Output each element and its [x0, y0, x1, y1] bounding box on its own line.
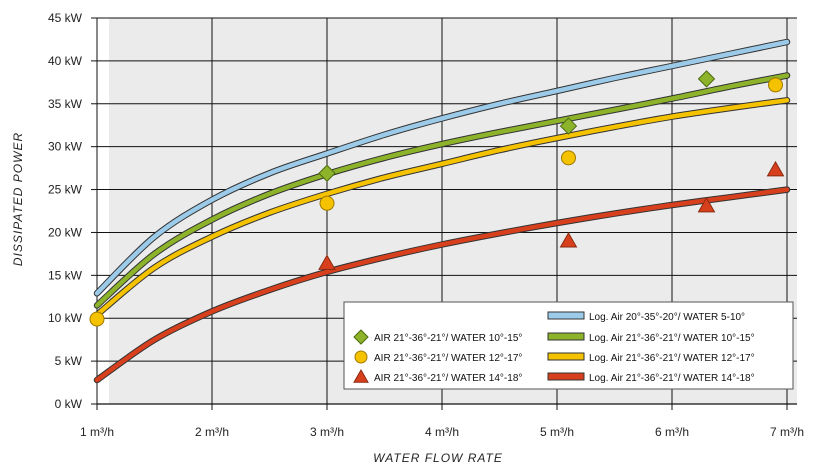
legend-marker-3 [353, 368, 369, 383]
x-tick-label-4: 5 m³/h [540, 425, 574, 439]
y-tick-label-2: 10 kW [48, 311, 83, 325]
marker-air-21-36-21-water-12-17-0 [89, 311, 105, 327]
y-tick-label-4: 20 kW [48, 225, 83, 239]
x-tick-label-2: 3 m³/h [310, 425, 344, 439]
series-line-log-air-21-36-21-water-12-17 [94, 98, 790, 318]
marker-air-21-36-21-water-10-15-1 [559, 117, 578, 135]
y-axis-title: DISSIPATED POWER [11, 132, 25, 266]
plot-white-band [97, 18, 109, 404]
y-tick-label-8: 40 kW [48, 54, 83, 68]
x-tick-labels: 1 m³/h 2 m³/h 3 m³/h 4 m³/h 5 m³/h 6 m³/h 7 m³… [80, 425, 804, 439]
y-tick-label-3: 15 kW [48, 268, 83, 282]
legend-swatch-1 [547, 332, 585, 341]
y-tick-label-0: 0 kW [55, 397, 83, 411]
x-tick-label-0: 1 m³/h [80, 425, 114, 439]
y-tick-label-7: 35 kW [48, 97, 83, 111]
legend-marker-label-2: AIR 21°-36°-21°/ WATER 12°-17° [374, 353, 522, 364]
legend-marker-2 [354, 350, 368, 364]
marker-air-21-36-21-water-12-17-2 [561, 150, 576, 166]
marker-air-21-36-21-water-14-18-3 [766, 160, 785, 177]
y-tick-labels: 0 kW 5 kW 10 kW 15 kW 20 kW 25 kW 30 kW 35 kW 40… [48, 11, 83, 411]
marker-air-21-36-21-water-14-18-0 [318, 254, 336, 270]
x-axis-title: WATER FLOW RATE [373, 451, 503, 465]
marker-air-21-36-21-water-14-18-1 [559, 232, 578, 248]
legend-swatch-0 [547, 311, 585, 320]
series-markers [89, 70, 785, 327]
marker-air-21-36-21-water-12-17-1 [319, 195, 335, 211]
marker-air-21-36-21-water-10-15-2 [697, 70, 716, 88]
legend-line-label-1: Log. Air 21°-36°-21°/ WATER 10°-15° [589, 333, 755, 344]
x-tick-label-5: 6 m³/h [655, 425, 689, 439]
legend: Log. Air 20°-35°-20°/ WATER 5-10° AIR 21°… [343, 301, 794, 390]
legend-marker-label-3: AIR 21°-36°-21°/ WATER 14°-18° [374, 373, 522, 384]
series-line-log-air-20-35-20-water-5-10 [94, 39, 790, 296]
legend-line-label-2: Log. Air 21°-36°-21°/ WATER 12°-17° [589, 353, 755, 364]
x-tick-label-1: 2 m³/h [195, 425, 229, 439]
marker-air-21-36-21-water-10-15-0 [318, 164, 336, 182]
legend-marker-label-1: AIR 21°-36°-21°/ WATER 10°-15° [374, 333, 522, 344]
y-tick-label-1: 5 kW [55, 354, 83, 368]
y-tick-label-5: 25 kW [48, 183, 83, 197]
legend-swatch-2 [547, 352, 585, 361]
legend-line-label-0: Log. Air 20°-35°-20°/ WATER 5-10° [589, 312, 745, 323]
series-lines [93, 38, 791, 384]
series-line-log-air-21-36-21-water-14-18 [94, 187, 790, 383]
marker-air-21-36-21-water-14-18-2 [697, 196, 716, 213]
x-tick-label-3: 4 m³/h [425, 425, 459, 439]
x-tick-label-6: 7 m³/h [770, 425, 804, 439]
y-tick-label-9: 45 kW [48, 11, 83, 25]
series-line-log-air-21-36-21-water-10-15 [94, 73, 790, 308]
legend-swatch-3 [547, 372, 585, 381]
legend-marker-1 [353, 329, 369, 345]
legend-line-label-3: Log. Air 21°-36°-21°/ WATER 14°-18° [589, 373, 755, 384]
y-tick-label-6: 30 kW [48, 140, 83, 154]
marker-air-21-36-21-water-12-17-3 [768, 77, 783, 93]
